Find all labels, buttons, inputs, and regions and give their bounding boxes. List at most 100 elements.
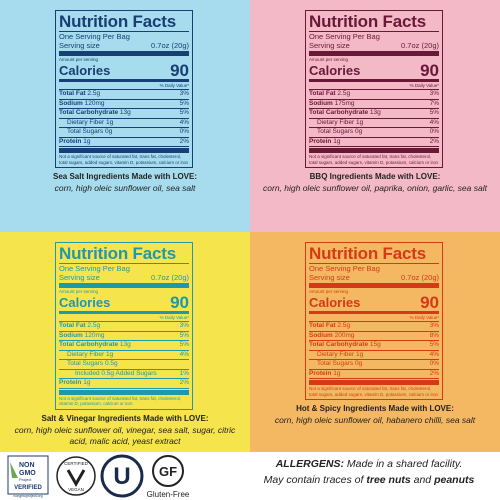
- nutrient-name: Total Carbohydrate: [59, 341, 119, 348]
- nutrient-row: Protein 1g 2%: [309, 137, 439, 147]
- nutrient-dv: 4%: [429, 118, 439, 126]
- badge-icon: [10, 462, 18, 478]
- nutrient-amount: 1g: [356, 118, 364, 126]
- nutrient-amount: 2.5g: [87, 90, 101, 97]
- nutrient-name: Dietary Fiber: [317, 118, 355, 126]
- nutrient-amount: 2.5g: [337, 322, 351, 329]
- nutrition-label: Nutrition Facts One Serving Per Bag Servin…: [55, 242, 193, 410]
- nutrient-row: Total Sugars 0g 0%: [309, 128, 439, 138]
- nutrient-row: Total Carbohydrate 13g 5%: [59, 109, 189, 119]
- nutrient: Total Sugars 0.5g: [67, 360, 118, 369]
- serving-value: 0.7oz (20g): [401, 41, 439, 50]
- rule: [309, 311, 439, 314]
- footnote: Not a significant source of saturated fa…: [59, 154, 189, 165]
- rule: [59, 283, 189, 288]
- nutrient-dv: 4%: [179, 350, 189, 358]
- calories-label: Calories: [59, 295, 111, 310]
- calories-label: Calories: [59, 63, 111, 78]
- nutrient-dv: 3%: [429, 322, 439, 329]
- nutrient: Dietary Fiber 1g: [317, 119, 363, 128]
- nutrient-name: Total Fat: [309, 90, 336, 97]
- nutrient: Total Fat 2.5g: [59, 322, 100, 331]
- badge-text: GF: [159, 464, 177, 479]
- nutrient: Sodium 120mg: [59, 100, 105, 109]
- nutrient-row: Total Carbohydrate 15g 5%: [309, 341, 439, 351]
- nutrient-amount: 13g: [119, 109, 131, 116]
- nutrient-dv: 5%: [429, 109, 439, 116]
- footnote: Not a significant source of saturated fa…: [309, 386, 439, 397]
- nutrient-name: Sodium: [59, 99, 83, 107]
- badge-text: VEGAN: [68, 487, 84, 492]
- calories: Calories 90: [309, 62, 439, 79]
- nutrient: Protein 1g: [59, 379, 90, 388]
- nutrient: Total Sugars 0g: [67, 128, 112, 137]
- calories: Calories 90: [59, 61, 189, 80]
- nutrient-dv: 5%: [429, 341, 439, 348]
- nutrient: Total Carbohydrate 13g: [59, 109, 131, 118]
- nutrient-dv: 4%: [179, 118, 189, 126]
- nutrient-amount: 1g: [106, 350, 114, 358]
- ingredients: corn, high oleic sunflower oil, vinegar,…: [14, 425, 236, 446]
- nutrient: Total Sugars 0g: [317, 128, 362, 137]
- dv-label: % Daily Value*: [309, 315, 439, 322]
- panel: Nutrition Facts One Serving Per Bag Servin…: [250, 232, 500, 452]
- nutrient-name: Protein: [309, 137, 332, 145]
- nutrient-dv: 3%: [179, 90, 189, 97]
- nutrient-row: Sodium 120mg 5%: [59, 332, 189, 341]
- nutrient-name: Protein: [59, 379, 82, 386]
- allergen-line: May contain traces of tree nuts and pean…: [238, 474, 500, 486]
- calories: Calories 90: [59, 294, 189, 311]
- calories-value: 90: [170, 61, 189, 80]
- nutrient-amount: 120mg: [84, 99, 105, 107]
- nutrient-amount: 1g: [333, 369, 341, 377]
- nutrient-row: Total Sugars 0g 0%: [59, 128, 189, 138]
- nutrient-amount: 1g: [83, 137, 91, 145]
- rule: [59, 311, 189, 314]
- nutrient-amount: 0g: [354, 128, 363, 135]
- nutrient-row: Total Fat 2.5g 3%: [59, 90, 189, 100]
- nutrient-dv: 0%: [429, 360, 439, 367]
- nutrient-row: Protein 1g 2%: [59, 137, 189, 147]
- nutrient-dv: 3%: [429, 90, 439, 97]
- footnote: Not a significant source of saturated fa…: [309, 154, 439, 165]
- nutrition-label: Nutrition Facts One Serving Per Bag Servin…: [305, 10, 443, 168]
- nutrient: Total Carbohydrate 13g: [59, 341, 131, 350]
- serving-value: 0.7oz (20g): [151, 273, 189, 282]
- nutrient-amount: 15g: [369, 341, 381, 348]
- nutrient-dv: 4%: [429, 350, 439, 358]
- nutrient: Total Sugars 0g: [317, 360, 362, 369]
- ingredients-heading: Salt & Vinegar Ingredients Made with LOV…: [41, 414, 209, 423]
- allergen-text: Made in a shared facility.: [346, 458, 463, 470]
- badge-text: GMO: [19, 470, 36, 477]
- rule: [59, 79, 189, 82]
- nutrient: Total Fat 2.5g: [59, 90, 100, 99]
- nutrient-name: Sodium: [309, 331, 333, 339]
- nutrient-amount: 13g: [119, 341, 131, 348]
- nutrient: Dietary Fiber 1g: [67, 119, 113, 128]
- ingredients-heading: Hot & Spicy Ingredients Made with LOVE:: [296, 404, 454, 413]
- vegan-badge: [56, 456, 96, 496]
- serving-value: 0.7oz (20g): [401, 273, 439, 282]
- ingredients: corn, high oleic sunflower oil, paprika,…: [263, 183, 487, 193]
- badge-icon: [66, 469, 86, 488]
- rule: [309, 79, 439, 82]
- nutrient-dv: 2%: [429, 137, 439, 145]
- label-title: Nutrition Facts: [309, 245, 439, 264]
- nutrient-row: Dietary Fiber 1g 4%: [309, 350, 439, 360]
- nutrient-dv: 2%: [179, 379, 189, 386]
- calories-value: 90: [420, 293, 439, 312]
- nutrient-name: Total Fat: [59, 322, 86, 329]
- nutrient-row: Dietary Fiber 1g 4%: [59, 350, 189, 360]
- serving-value: 0.7oz (20g): [151, 41, 189, 50]
- nutrient-amount: 200mg: [334, 331, 355, 339]
- nutrient-row: Total Carbohydrate 13g 5%: [59, 341, 189, 351]
- nutrient-name: Dietary Fiber: [67, 118, 105, 126]
- nutrient: Total Carbohydrate 13g: [309, 109, 381, 118]
- badge-text: U: [113, 463, 130, 490]
- serving-label: Serving size: [59, 273, 100, 282]
- nutrient: Protein 1g: [309, 370, 340, 379]
- dv-label: % Daily Value*: [59, 83, 189, 90]
- nutrient-row: Total Carbohydrate 13g 5%: [309, 109, 439, 119]
- ingredients: corn, high oleic sunflower oil, habanero…: [274, 415, 476, 425]
